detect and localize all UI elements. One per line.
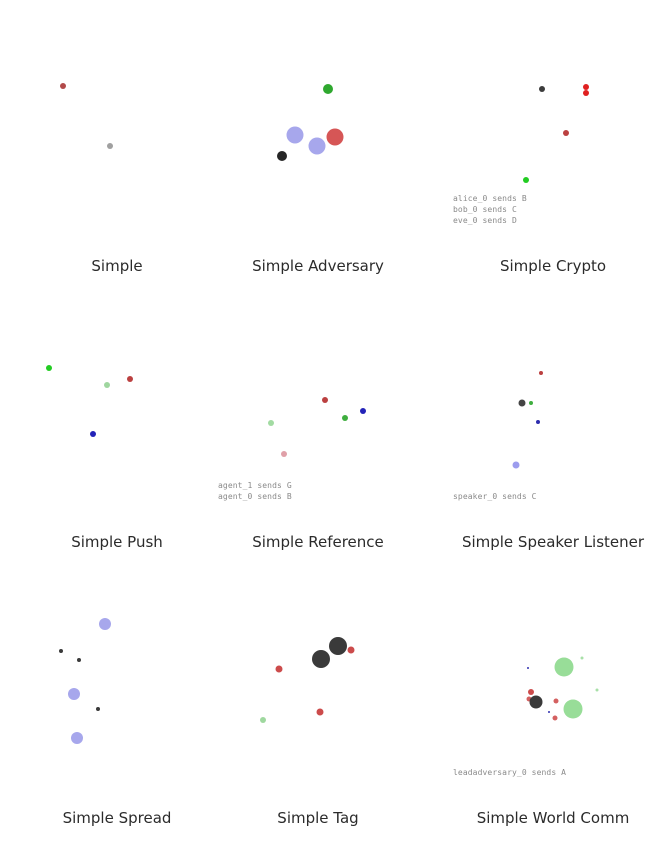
landmark-entity — [77, 658, 81, 662]
message-line: eve_0 sends D — [453, 216, 517, 225]
landmark-entity — [536, 420, 540, 424]
env-card-simple-spread[interactable]: Simple Spread — [0, 552, 234, 828]
agent-entity — [107, 143, 113, 149]
env-canvas-simple-speaker-listener — [512, 371, 543, 469]
adversary-entity — [316, 708, 324, 716]
env-caption-simple-speaker-listener: Simple Speaker Listener — [461, 533, 645, 551]
agent-entity — [104, 382, 110, 388]
obstacle-entity — [329, 637, 347, 655]
adversary-entity — [127, 376, 133, 382]
agent-entity — [281, 451, 287, 457]
env-render-simple-crypto: alice_0 sends B bob_0 sends C eve_0 send… — [436, 0, 668, 240]
env-render-simple-reference: agent_1 sends G agent_0 sends B — [201, 276, 435, 516]
adversary-entity — [528, 689, 534, 695]
env-card-simple-speaker-listener[interactable]: speaker_0 sends C Simple Speaker Listene… — [436, 276, 668, 552]
env-caption-simple: Simple — [91, 257, 143, 275]
agent-entity — [260, 717, 266, 723]
env-caption-simple-tag: Simple Tag — [277, 809, 359, 827]
landmark-entity — [277, 151, 287, 161]
env-caption-simple-crypto: Simple Crypto — [499, 257, 607, 275]
landmark-entity — [59, 649, 63, 653]
landmark-entity — [342, 415, 348, 421]
env-canvas-simple-crypto — [523, 84, 589, 183]
env-caption-simple-world-comm: Simple World Comm — [476, 809, 630, 827]
agent-entity — [68, 688, 80, 700]
env-canvas-simple-world-comm — [526, 656, 599, 721]
food-entity — [595, 688, 599, 692]
landmark-entity — [527, 667, 529, 669]
agent-entity — [583, 90, 589, 96]
landmark-entity — [90, 431, 96, 437]
env-card-simple-adversary[interactable]: Simple Adversary — [201, 0, 435, 276]
landmark-entity — [529, 401, 533, 405]
landmark-entity — [523, 177, 529, 183]
agent-entity — [308, 137, 326, 155]
landmark-entity — [60, 83, 66, 89]
adversary-entity — [326, 128, 344, 146]
env-card-simple-reference[interactable]: agent_1 sends G agent_0 sends B Simple R… — [201, 276, 435, 552]
agent-entity — [286, 126, 304, 144]
agent-entity — [518, 399, 526, 407]
env-caption-simple-adversary: Simple Adversary — [252, 257, 384, 275]
env-canvas-simple — [60, 83, 113, 149]
landmark-entity — [539, 371, 543, 375]
env-caption-simple-reference: Simple Reference — [252, 533, 384, 551]
agent-entity — [268, 420, 274, 426]
env-card-simple[interactable]: Simple — [0, 0, 234, 276]
env-card-simple-crypto[interactable]: alice_0 sends B bob_0 sends C eve_0 send… — [436, 0, 668, 276]
landmark-entity — [548, 711, 550, 713]
agent-entity — [583, 84, 589, 90]
message-line: bob_0 sends C — [453, 205, 517, 214]
obstacle-entity — [312, 650, 330, 668]
agent-entity — [539, 86, 545, 92]
message-line: agent_0 sends B — [218, 492, 292, 501]
landmark-entity — [360, 408, 366, 414]
env-canvas-simple-spread — [59, 618, 111, 744]
message-line: leadadversary_0 sends A — [453, 768, 567, 777]
env-card-simple-tag[interactable]: Simple Tag — [201, 552, 435, 828]
env-render-simple-push — [0, 276, 234, 516]
env-render-simple-adversary — [201, 0, 435, 240]
env-render-simple-tag — [201, 552, 435, 792]
env-render-simple-spread — [0, 552, 234, 792]
env-canvas-simple-tag — [260, 637, 355, 723]
forest-entity — [554, 657, 574, 677]
env-render-simple-speaker-listener: speaker_0 sends C — [436, 276, 668, 516]
env-canvas-simple-adversary — [277, 84, 344, 161]
adversary-entity — [347, 646, 355, 654]
env-canvas-simple-push — [46, 365, 133, 437]
landmark-entity — [323, 84, 333, 94]
env-caption-simple-spread: Simple Spread — [62, 809, 172, 827]
env-render-simple-world-comm: leadadversary_0 sends A — [436, 552, 668, 792]
obstacle-entity — [529, 695, 543, 709]
env-card-simple-push[interactable]: Simple Push — [0, 276, 234, 552]
agent-entity — [512, 461, 520, 469]
env-card-simple-world-comm[interactable]: leadadversary_0 sends A Simple World Com… — [436, 552, 668, 828]
env-render-simple — [0, 0, 234, 240]
forest-entity — [563, 699, 583, 719]
landmark-entity — [46, 365, 52, 371]
landmark-entity — [563, 130, 569, 136]
env-canvas-simple-reference — [268, 397, 366, 457]
landmark-entity — [322, 397, 328, 403]
adversary-entity — [553, 698, 559, 704]
env-caption-simple-push: Simple Push — [71, 533, 163, 551]
message-line: speaker_0 sends C — [453, 492, 537, 501]
agent-entity — [71, 732, 83, 744]
adversary-entity — [552, 715, 558, 721]
food-entity — [580, 656, 584, 660]
landmark-entity — [96, 707, 100, 711]
agent-entity — [99, 618, 111, 630]
adversary-entity — [275, 665, 283, 673]
message-line: agent_1 sends G — [218, 481, 292, 490]
message-line: alice_0 sends B — [453, 194, 527, 203]
